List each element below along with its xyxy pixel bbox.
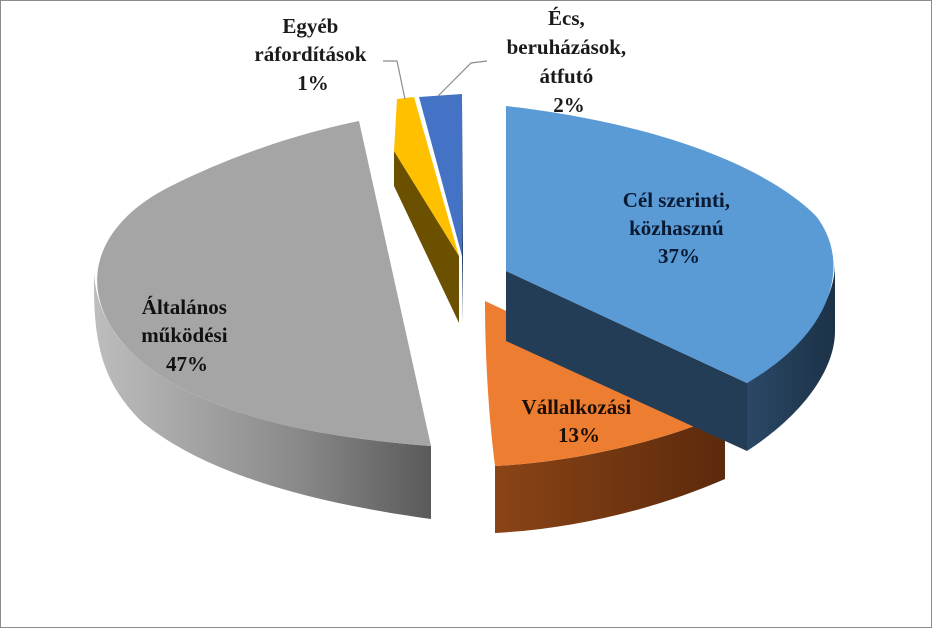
label-ecs-percent: 2% bbox=[553, 93, 585, 117]
label-egyeb-percent: 1% bbox=[297, 71, 329, 95]
slice-egyeb-raforditasok bbox=[394, 97, 459, 323]
label-cel-line-1: Cél szerinti, bbox=[623, 188, 730, 212]
label-ecs-line-2: beruházások, bbox=[507, 35, 627, 59]
slice-cel-szerinti bbox=[506, 106, 835, 451]
label-vallalkozasi-percent: 13% bbox=[558, 423, 600, 447]
label-egyeb-raforditasok: Egyéb ráfordítások 1% bbox=[254, 14, 371, 95]
label-ecs-beruhazasok: Écs, beruházások, átfutó 2% bbox=[507, 6, 632, 117]
leader-line-egyeb bbox=[383, 60, 406, 100]
label-ecs-line-3: átfutó bbox=[540, 64, 594, 88]
slice-egyeb-side bbox=[394, 151, 459, 323]
slice-ecs-side bbox=[462, 95, 463, 323]
slice-ecs-top bbox=[419, 94, 462, 256]
label-altalanos-line-1: Általános bbox=[142, 295, 227, 319]
label-vallalkozasi-line-1: Vállalkozási bbox=[522, 395, 632, 419]
slice-cel-outer-side bbox=[747, 263, 835, 451]
label-ecs-line-1: Écs, bbox=[548, 6, 585, 30]
slice-egyeb-top bbox=[394, 97, 459, 256]
label-cel-line-2: közhasznú bbox=[629, 216, 724, 240]
leader-line-ecs bbox=[437, 60, 488, 97]
slice-cel-inner-side bbox=[506, 271, 747, 451]
label-cel-szerinti: Cél szerinti, közhasznú 37% bbox=[623, 188, 736, 268]
label-altalanos-line-2: működési bbox=[141, 323, 228, 347]
slice-altalanos-top bbox=[97, 121, 431, 446]
label-egyeb-line-2: ráfordítások bbox=[254, 42, 366, 66]
label-cel-percent: 37% bbox=[658, 244, 700, 268]
slice-cel-top bbox=[506, 106, 834, 383]
label-egyeb-line-1: Egyéb bbox=[282, 14, 338, 38]
label-vallalkozasi: Vállalkozási 13% bbox=[522, 395, 637, 447]
label-altalanos-percent: 47% bbox=[166, 352, 208, 376]
slice-ecs-beruhazasok bbox=[419, 94, 463, 323]
slice-altalanos-mukodesi bbox=[93, 121, 432, 519]
slice-vallalkozasi-side bbox=[495, 414, 725, 533]
slice-altalanos-side bbox=[93, 273, 432, 519]
label-altalanos-mukodesi: Általános működési 47% bbox=[141, 295, 233, 376]
